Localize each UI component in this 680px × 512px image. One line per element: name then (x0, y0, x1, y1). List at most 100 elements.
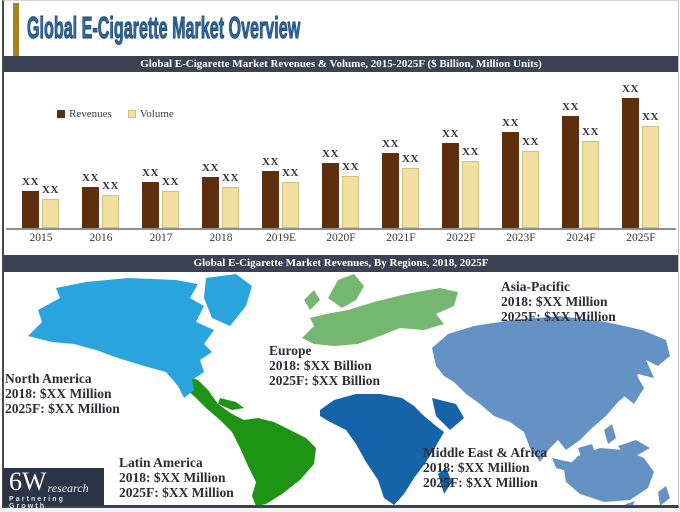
legend-label-revenues: Revenues (69, 108, 112, 120)
north-america-mainland-shape (28, 278, 214, 398)
scandinavia-shape (328, 274, 364, 308)
philippines-shape (604, 424, 616, 444)
bar-volume-2023F (522, 151, 539, 228)
x-tick-label-2018: 2018 (209, 232, 233, 244)
bar-volume-2017 (162, 191, 179, 228)
bar-revenues-2025F (622, 98, 639, 228)
bar-value-label: XX (82, 172, 99, 184)
map-label-latin-america-line1: 2018: $XX Million (119, 470, 226, 485)
bar-volume-2018 (222, 187, 239, 228)
bar-value-label: XX (142, 167, 159, 179)
map-label-middle-east-africa: Middle East & Africa 2018: $XX Million 202… (423, 445, 547, 490)
australia-shape (564, 448, 654, 502)
bar-value-label: XX (562, 101, 579, 113)
bar-revenues-2023F (502, 132, 519, 228)
logo-big-text: 6W (9, 467, 47, 496)
x-tick-label-2022F: 2022F (446, 232, 476, 244)
map-region-latin-america (177, 375, 316, 506)
bar-value-label: XX (42, 184, 59, 196)
bar-revenues-2020F (322, 163, 339, 228)
x-tick-label-2024F: 2024F (566, 232, 596, 244)
bar-value-label: XX (442, 128, 459, 140)
map-label-europe-name: Europe (269, 343, 312, 358)
madagascar-shape (438, 468, 452, 494)
map-region-europe (302, 274, 458, 346)
map-label-asia-pacific-line2: 2025F: $XX Million (501, 309, 616, 324)
map-label-europe-line1: 2018: $XX Billion (269, 358, 372, 373)
chart-section-banner: Global E-Cigarette Market Revenues & Vol… (4, 56, 678, 72)
map-label-north-america: North America 2018: $XX Million 2025F: $XX… (5, 371, 120, 416)
bar-revenues-2015 (22, 191, 39, 228)
x-tick-label-2023F: 2023F (506, 232, 536, 244)
x-tick-label-2017: 2017 (149, 232, 173, 244)
british-isles-shape (304, 290, 320, 310)
revenues-swatch-icon (57, 110, 65, 118)
africa-shape (320, 394, 444, 505)
map-label-asia-pacific-name: Asia-Pacific (501, 279, 570, 294)
bar-revenues-2021F (382, 153, 399, 228)
bar-value-label: XX (262, 156, 279, 168)
legend-label-volume: Volume (139, 108, 174, 120)
caribbean-shape (218, 398, 244, 410)
chart-legend: Revenues Volume (57, 108, 174, 120)
bar-value-label: XX (282, 167, 299, 179)
logo-script-text: research (47, 481, 89, 495)
bar-revenues-2018 (202, 177, 219, 228)
map-label-middle-east-africa-name: Middle East & Africa (423, 445, 548, 460)
bar-value-label: XX (402, 153, 419, 165)
bar-value-label: XX (162, 176, 179, 188)
volume-swatch-icon (127, 110, 136, 118)
map-label-north-america-line2: 2025F: $XX Million (5, 401, 120, 416)
bar-chart-plot-area: XX XX XX XX XX XX XX XX XX XX XX XX XX XX XX XX XX XX XX XX… (0, 72, 680, 228)
bar-value-label: XX (322, 148, 339, 160)
tasmania-shape (624, 501, 635, 507)
bottom-margin-strip (0, 508, 680, 512)
map-label-latin-america: Latin America 2018: $XX Million 2025F: $XX… (119, 455, 234, 500)
bar-value-label: XX (582, 126, 599, 138)
bar-value-label: XX (382, 138, 399, 150)
bar-value-label: XX (22, 176, 39, 188)
x-tick-label-2020F: 2020F (326, 232, 356, 244)
x-axis-tick-labels: 2015 2016 2017 2018 2019E 2020F 2021F 2022F 2023… (0, 232, 680, 248)
bar-revenues-2016 (82, 187, 99, 228)
bar-volume-2015 (42, 199, 59, 228)
map-label-europe-line2: 2025F: $XX Billion (269, 373, 381, 388)
europe-mainland-shape (302, 288, 458, 346)
map-label-north-america-line1: 2018: $XX Million (5, 386, 112, 401)
map-label-europe: Europe 2018: $XX Billion 2025F: $XX Billio… (269, 343, 380, 388)
x-axis-line (6, 228, 676, 230)
map-label-asia-pacific-line1: 2018: $XX Million (501, 294, 608, 309)
greenland-shape (204, 274, 252, 326)
logo-tagline: Partnering Growth (9, 496, 66, 510)
x-tick-label-2025F: 2025F (626, 232, 656, 244)
bar-volume-2022F (462, 161, 479, 228)
page-title: Global E-Cigarette Market Overview (27, 10, 301, 46)
gold-accent-bar (13, 3, 19, 56)
bar-value-label: XX (522, 136, 539, 148)
new-zealand-shape (658, 486, 670, 506)
x-tick-label-2016: 2016 (89, 232, 113, 244)
map-label-middle-east-africa-line1: 2018: $XX Million (423, 460, 530, 475)
map-label-latin-america-line2: 2025F: $XX Million (119, 485, 234, 500)
bar-revenues-2022F (442, 143, 459, 228)
bar-value-label: XX (102, 180, 119, 192)
x-tick-label-2019E: 2019E (265, 232, 297, 244)
bar-revenues-2019E (262, 171, 279, 228)
bar-volume-2024F (582, 141, 599, 228)
map-region-north-america (28, 274, 252, 398)
map-label-asia-pacific: Asia-Pacific 2018: $XX Million 2025F: $XX … (501, 279, 616, 324)
map-label-latin-america-name: Latin America (119, 455, 203, 470)
japan-shape (624, 374, 644, 404)
asia-mainland-shape (432, 316, 670, 462)
legend-item-volume: Volume (127, 108, 174, 120)
bar-value-label: XX (202, 162, 219, 174)
map-section-banner: Global E-Cigarette Market Revenues, By R… (4, 255, 678, 272)
bar-value-label: XX (222, 172, 239, 184)
world-map (28, 274, 670, 507)
map-label-middle-east-africa-line2: 2025F: $XX Million (423, 475, 538, 490)
bar-value-label: XX (642, 111, 659, 123)
map-label-north-america-name: North America (5, 371, 92, 386)
bar-volume-2016 (102, 195, 119, 228)
bar-volume-2025F (642, 126, 659, 228)
